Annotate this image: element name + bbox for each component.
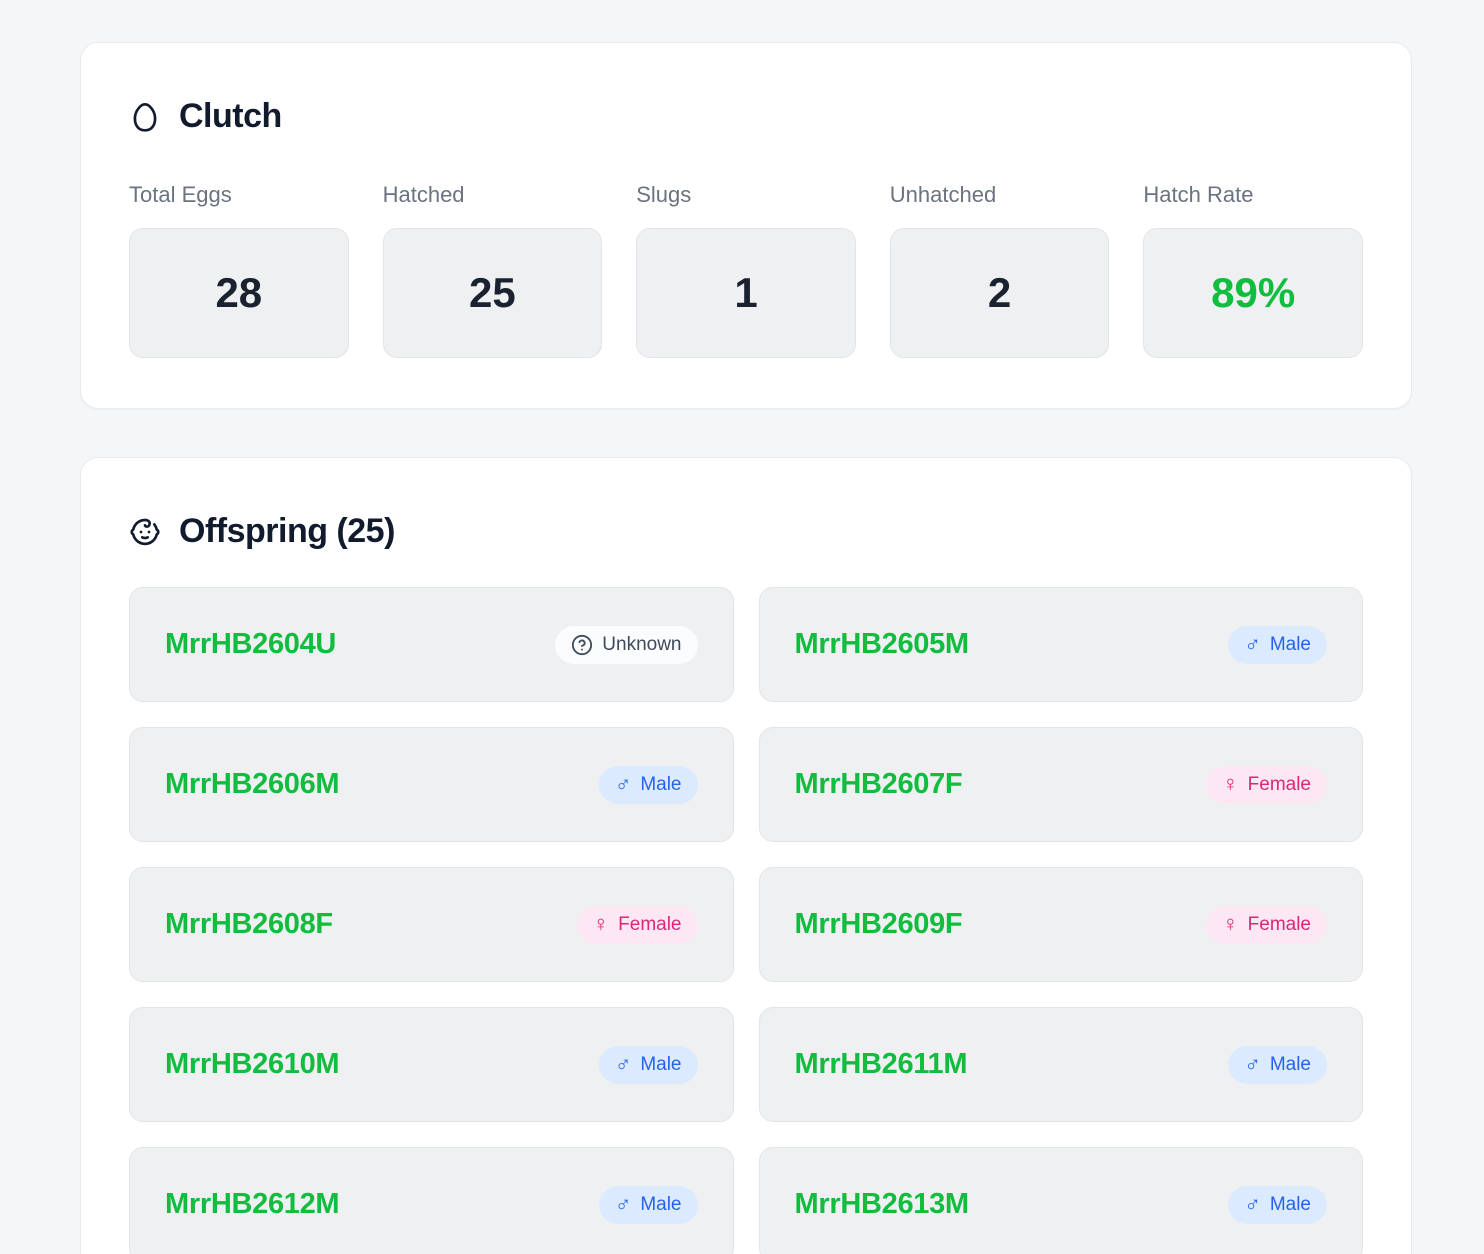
stat-cell: Hatched 25 — [382, 182, 603, 358]
stat-label: Hatch Rate — [1143, 182, 1254, 207]
sex-label: Male — [640, 1193, 682, 1215]
male-symbol-icon: ♂ — [1244, 1190, 1261, 1216]
stat-value-box: 2 — [889, 228, 1110, 358]
sex-label: Male — [640, 1053, 682, 1075]
offspring-id-link[interactable]: MrrHB2612M — [165, 1188, 340, 1220]
offspring-row[interactable]: MrrHB2613M ♂ Male — [758, 1147, 1363, 1254]
offspring-id-link[interactable]: MrrHB2607F — [794, 768, 963, 800]
stat-cell: Unhatched 2 — [889, 182, 1110, 358]
male-symbol-icon: ♂ — [614, 1050, 632, 1076]
sex-badge: ♂ Male — [1228, 625, 1327, 664]
offspring-row[interactable]: MrrHB2609F ♀ Female — [758, 867, 1363, 982]
stat-label: Slugs — [636, 182, 692, 207]
offspring-id-link[interactable]: MrrHB2608F — [165, 908, 333, 940]
stat-label: Unhatched — [889, 182, 997, 207]
sex-badge: ♂ Male — [598, 765, 698, 804]
sex-badge: Unknown — [555, 625, 698, 664]
clutch-title: Clutch — [179, 97, 282, 135]
offspring-title: Offspring (25) — [179, 512, 395, 550]
offspring-id-link[interactable]: MrrHB2606M — [165, 768, 340, 800]
male-symbol-icon: ♂ — [1244, 1050, 1261, 1076]
offspring-id-link[interactable]: MrrHB2613M — [794, 1188, 970, 1220]
sex-label: Female — [618, 913, 682, 935]
offspring-row[interactable]: MrrHB2607F ♀ Female — [758, 727, 1363, 842]
offspring-row[interactable]: MrrHB2606M ♂ Male — [129, 727, 734, 842]
sex-badge: ♂ Male — [598, 1045, 698, 1084]
offspring-card: Offspring (25) MrrHB2604U Unknown MrrHB2… — [80, 457, 1412, 1254]
male-symbol-icon: ♂ — [1244, 630, 1261, 656]
female-symbol-icon: ♀ — [592, 910, 610, 936]
offspring-row[interactable]: MrrHB2611M ♂ Male — [758, 1007, 1363, 1122]
sex-badge: ♀ Female — [1206, 765, 1327, 804]
offspring-row[interactable]: MrrHB2612M ♂ Male — [129, 1147, 734, 1254]
clutch-header: Clutch — [129, 97, 1363, 136]
offspring-id-link[interactable]: MrrHB2610M — [165, 1048, 340, 1080]
female-symbol-icon: ♀ — [1222, 770, 1239, 796]
stat-cell: Slugs 1 — [636, 182, 856, 358]
sex-label: Male — [1269, 633, 1311, 655]
offspring-grid: MrrHB2604U Unknown MrrHB2605M — [129, 587, 1363, 1254]
clutch-card: Clutch Total Eggs 28 Hatched 25 Slugs 1 … — [80, 42, 1412, 409]
clutch-stats-grid: Total Eggs 28 Hatched 25 Slugs 1 Unhatch… — [129, 182, 1363, 358]
offspring-row[interactable]: MrrHB2604U Unknown — [129, 587, 734, 702]
male-symbol-icon: ♂ — [614, 1190, 632, 1216]
male-symbol-icon: ♂ — [614, 770, 632, 796]
baby-icon — [129, 515, 161, 549]
sex-label: Male — [640, 773, 682, 795]
stat-value-box: 25 — [382, 228, 603, 358]
offspring-row[interactable]: MrrHB2608F ♀ Female — [129, 867, 734, 982]
stat-value-box: 89% — [1143, 228, 1363, 358]
sex-label: Female — [1247, 773, 1311, 795]
stat-cell: Hatch Rate 89% — [1143, 182, 1363, 358]
egg-icon — [129, 100, 161, 134]
sex-badge: ♀ Female — [1206, 905, 1327, 944]
stat-label: Hatched — [382, 182, 465, 207]
offspring-id-link[interactable]: MrrHB2605M — [794, 628, 970, 660]
offspring-id-link[interactable]: MrrHB2604U — [165, 628, 337, 660]
female-symbol-icon: ♀ — [1222, 910, 1239, 936]
offspring-row[interactable]: MrrHB2605M ♂ Male — [758, 587, 1363, 702]
sex-label: Male — [1269, 1193, 1311, 1215]
stat-label: Total Eggs — [129, 182, 232, 207]
offspring-id-link[interactable]: MrrHB2611M — [794, 1048, 968, 1080]
sex-badge: ♀ Female — [576, 905, 698, 944]
stat-value-box: 28 — [129, 228, 349, 358]
offspring-id-link[interactable]: MrrHB2609F — [794, 908, 963, 940]
offspring-row[interactable]: MrrHB2610M ♂ Male — [129, 1007, 734, 1122]
offspring-header: Offspring (25) — [129, 512, 1363, 551]
help-circle-icon — [571, 634, 593, 656]
sex-badge: ♂ Male — [598, 1185, 698, 1224]
sex-label: Unknown — [602, 633, 682, 655]
stat-cell: Total Eggs 28 — [129, 182, 349, 358]
sex-label: Male — [1269, 1053, 1311, 1075]
sex-label: Female — [1247, 913, 1311, 935]
sex-badge: ♂ Male — [1228, 1045, 1327, 1084]
sex-badge: ♂ Male — [1228, 1185, 1327, 1224]
stat-value-box: 1 — [636, 228, 856, 358]
